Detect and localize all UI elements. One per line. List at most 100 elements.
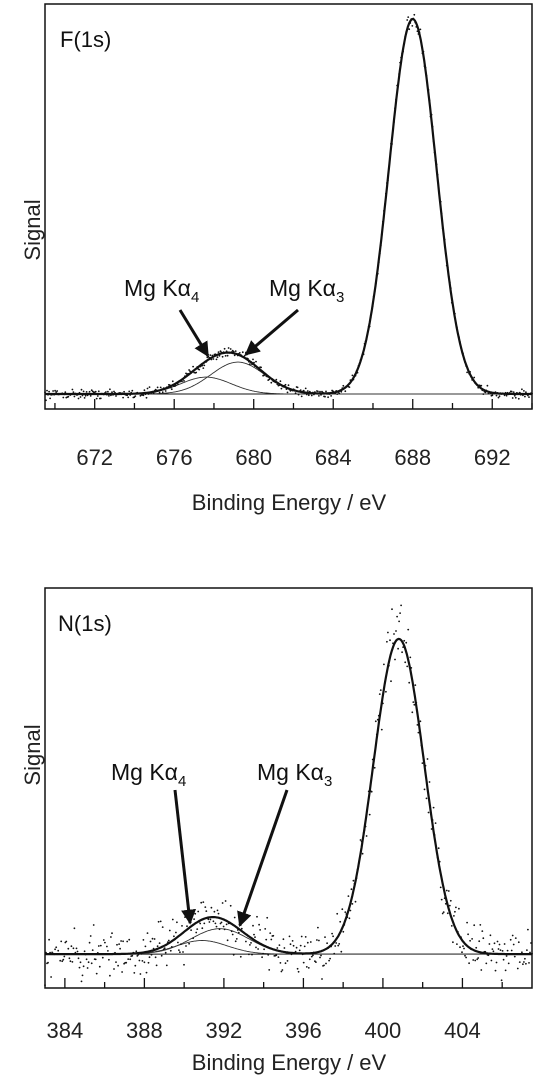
n1s-data-point [233,916,236,919]
f1s-data-point [442,232,445,235]
n1s-data-point [355,877,358,879]
f1s-data-point [102,393,105,396]
n1s-data-point [187,927,190,930]
f1s-data-point [148,386,151,388]
f1s-data-point [405,31,408,33]
n1s-data-point [220,921,223,924]
f1s-data-point [89,395,92,397]
f1s-data-point [247,357,249,360]
n1s-data-point [438,860,441,863]
n1s-data-point [388,664,390,667]
n1s-data-point [58,952,61,955]
n1s-data-point [247,915,249,918]
f1s-data-point [330,395,332,397]
n1s-data-point [100,953,103,955]
n1s-data-point [159,920,162,923]
n1s-data-point [411,711,414,714]
f1s-data-point [90,389,93,392]
n1s-data-point [226,939,229,942]
n1s-y-axis-label: Signal [20,724,45,785]
f1s-data-point [287,384,290,387]
n1s-data-point [525,962,527,965]
f1s-data-point [222,351,225,354]
f1s-data-point [164,390,167,392]
n1s-data-point [492,950,495,953]
n1s-data-point [270,938,273,941]
n1s-data-point [281,969,284,971]
n1s-data-point [217,912,220,915]
n1s-data-point [73,927,76,930]
n1s-data-point [524,957,526,960]
f1s-data-point [190,372,193,374]
n1s-data-point [81,974,84,977]
n1s-data-point [82,965,85,968]
n1s-data-point [517,941,520,944]
f1s-data-point [327,396,329,399]
n1s-data-point [344,911,347,913]
n1s-data-point [313,951,315,954]
f1s-data-point [368,325,371,328]
n1s-data-point [399,612,401,614]
f1s-data-point [402,50,404,53]
n1s-data-point [267,954,270,956]
n1s-data-point [137,953,140,956]
n1s-data-point [312,954,314,957]
n1s-data-point [197,910,200,913]
f1s-data-point [364,340,367,343]
f1s-data-point [322,391,324,394]
n1s-data-point [149,940,152,943]
n1s-data-point [298,949,301,952]
n1s-data-point [306,941,309,944]
f1s-data-point [336,393,339,395]
f1s-data-point [315,392,317,395]
f1s-data-point [495,394,498,397]
n1s-data-point [479,924,482,926]
f1s-data-point [360,357,363,360]
n1s-data-point [282,938,285,941]
n1s-data-point [472,959,475,961]
n1s-data-point [441,912,444,915]
f1s-data-point [63,393,66,396]
f1s-data-point [398,73,400,75]
n1s-data-point [423,788,426,791]
n1s-data-point [383,663,385,666]
f1s-data-point [233,354,236,357]
n1s-data-point [496,940,499,943]
f1s-annotation-mg-ka3: Mg Kα3 [269,275,344,306]
f1s-data-point [187,372,190,375]
f1s-data-point [526,393,528,396]
f1s-data-point [62,396,65,399]
n1s-data-point [134,964,137,967]
f1s-data-point [303,391,306,394]
f1s-data-point [459,341,461,343]
n1s-plot-frame [44,587,533,989]
f1s-data-point [454,312,456,315]
f1s-data-point [342,384,345,387]
f1s-data-point [78,391,81,394]
f1s-data-point [404,35,407,38]
n1s-data-point [155,964,158,967]
n1s-data-point [436,856,439,859]
f1s-data-point [131,389,134,392]
n1s-data-point [105,953,107,955]
f1s-data-point [306,390,309,392]
n1s-data-point [150,953,153,956]
f1s-data-point [106,393,108,396]
n1s-data-point [260,943,262,946]
n1s-data-point [183,963,185,966]
f1s-data-point [119,392,121,394]
n1s-data-point [129,958,132,961]
n1s-data-point [516,967,519,970]
f1s-data-point [168,384,171,386]
f1s-data-point [236,354,239,357]
n1s-data-point [49,951,51,954]
n1s-data-point [139,973,142,975]
n1s-data-point [236,929,239,931]
n1s-data [44,604,533,986]
f1s-data-point [482,393,485,395]
f1s-data-point [53,393,55,396]
n1s-data-point [127,958,130,960]
f1s-data-point [260,366,262,369]
n1s-data-point [364,825,367,828]
f1s-data-point [286,391,289,394]
